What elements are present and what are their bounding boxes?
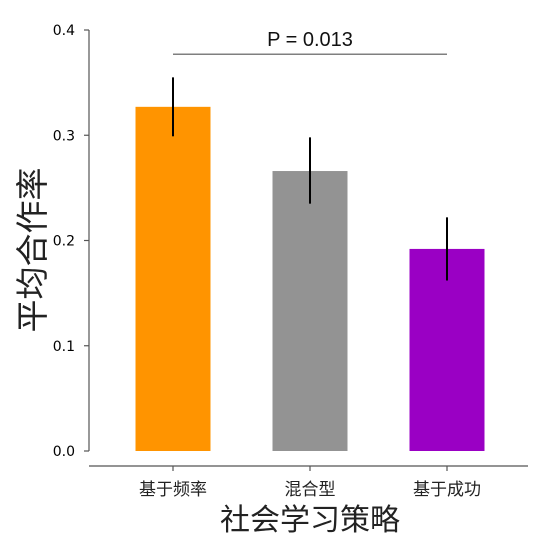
- y-tick-label: 0.4: [53, 23, 75, 39]
- y-axis-title: 平均合作率: [13, 168, 52, 333]
- x-tick-label: 基于频率: [139, 480, 207, 500]
- y-ticks: 0.0 0.1 0.2 0.3 0.4: [53, 23, 89, 460]
- bar: [135, 106, 211, 452]
- bars: [135, 106, 485, 452]
- y-tick-label: 0.2: [53, 234, 75, 250]
- x-ticks: 基于频率 混合型 基于成功: [139, 466, 481, 500]
- x-axis-title: 社会学习策略: [220, 503, 400, 538]
- error-bars: [172, 77, 448, 281]
- bar: [409, 248, 485, 451]
- x-tick-label: 混合型: [285, 480, 336, 500]
- y-tick-label: 0.1: [53, 339, 75, 355]
- bar: [272, 171, 348, 451]
- y-tick-label: 0.0: [53, 444, 75, 460]
- significance-annotation: P = 0.013: [173, 29, 447, 55]
- x-tick-label: 基于成功: [413, 480, 481, 500]
- p-value-label: P = 0.013: [267, 29, 353, 51]
- y-tick-label: 0.3: [53, 128, 75, 144]
